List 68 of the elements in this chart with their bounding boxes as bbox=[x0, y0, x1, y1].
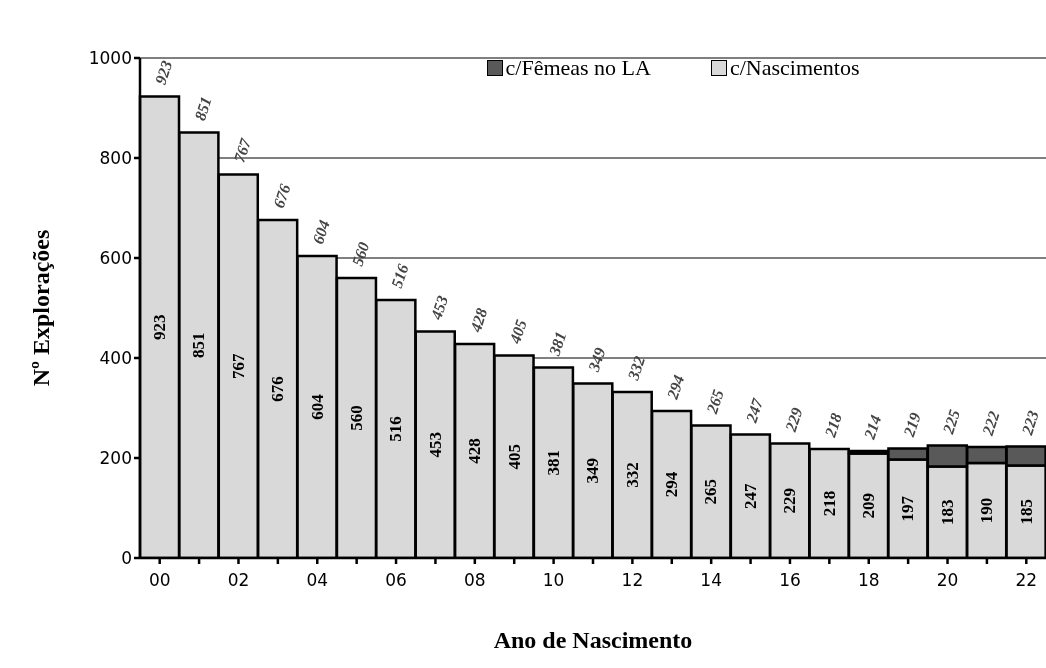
x-tick-label: 00 bbox=[148, 570, 171, 591]
x-tick-label: 10 bbox=[542, 570, 565, 591]
x-tick-label: 12 bbox=[621, 570, 644, 591]
y-tick-label: 600 bbox=[99, 248, 132, 269]
total-label: 767 bbox=[230, 135, 255, 165]
data-label: 265 bbox=[701, 479, 721, 505]
data-label: 183 bbox=[937, 499, 957, 525]
total-label: 923 bbox=[151, 58, 176, 87]
data-label: 453 bbox=[425, 432, 445, 458]
x-tick-label: 14 bbox=[700, 570, 722, 591]
data-label: 604 bbox=[307, 393, 327, 420]
x-tick-label: 16 bbox=[779, 570, 801, 591]
x-tick-label: 04 bbox=[306, 570, 329, 591]
data-label: 197 bbox=[898, 495, 918, 522]
y-axis-title: Nº Explorações bbox=[27, 229, 54, 387]
x-tick-label: 20 bbox=[936, 570, 959, 591]
total-label: 349 bbox=[584, 345, 609, 375]
y-tick-label: 0 bbox=[121, 548, 132, 569]
data-label: 428 bbox=[465, 438, 485, 464]
data-label: 294 bbox=[662, 471, 682, 498]
data-label: 516 bbox=[386, 416, 406, 442]
total-label: 560 bbox=[348, 239, 373, 269]
total-label: 219 bbox=[899, 410, 924, 440]
total-label: 676 bbox=[269, 181, 294, 211]
data-label: 405 bbox=[504, 444, 524, 470]
total-label: 222 bbox=[978, 408, 1003, 438]
total-label: 229 bbox=[781, 405, 806, 435]
total-label: 428 bbox=[466, 305, 491, 335]
data-label: 209 bbox=[859, 493, 879, 519]
y-tick-label: 200 bbox=[99, 448, 132, 469]
total-label: 851 bbox=[191, 94, 215, 123]
legend-label: c/Nascimentos bbox=[728, 55, 860, 81]
data-label: 332 bbox=[622, 462, 642, 488]
data-label: 381 bbox=[543, 450, 563, 476]
total-label: 516 bbox=[388, 261, 412, 291]
total-label: 604 bbox=[309, 217, 333, 247]
total-label: 225 bbox=[939, 407, 964, 437]
data-label: 247 bbox=[740, 483, 760, 509]
y-tick-label: 800 bbox=[99, 148, 132, 169]
x-tick-label: 06 bbox=[385, 570, 407, 591]
total-label: 214 bbox=[860, 412, 885, 442]
data-label: 218 bbox=[819, 490, 839, 517]
legend-label: c/Fêmeas no LA bbox=[504, 55, 651, 81]
y-tick-label: 400 bbox=[99, 348, 132, 369]
x-tick-label: 08 bbox=[464, 570, 486, 591]
x-tick-label: 02 bbox=[227, 570, 250, 591]
x-axis-title: Ano de Nascimento bbox=[493, 627, 693, 653]
total-label: 405 bbox=[505, 317, 530, 347]
x-tick-label: 22 bbox=[1015, 570, 1038, 591]
total-label: 381 bbox=[545, 329, 570, 359]
total-label: 218 bbox=[821, 410, 845, 440]
data-label: 185 bbox=[1016, 499, 1036, 525]
data-label: 229 bbox=[780, 488, 800, 514]
data-label: 560 bbox=[346, 405, 366, 431]
x-tick-label: 18 bbox=[857, 570, 880, 591]
total-label: 294 bbox=[663, 372, 688, 402]
total-label: 332 bbox=[624, 353, 648, 383]
total-label: 223 bbox=[1018, 408, 1042, 438]
data-label: 923 bbox=[150, 314, 169, 340]
data-label: 767 bbox=[228, 353, 248, 379]
data-label: 851 bbox=[189, 332, 209, 358]
data-label: 676 bbox=[268, 376, 288, 402]
total-label: 247 bbox=[742, 395, 767, 426]
total-label: 453 bbox=[427, 293, 452, 323]
y-tick-label: 1000 bbox=[88, 48, 132, 69]
total-label: 265 bbox=[702, 387, 727, 417]
data-label: 349 bbox=[583, 458, 603, 484]
data-label: 190 bbox=[977, 497, 997, 524]
